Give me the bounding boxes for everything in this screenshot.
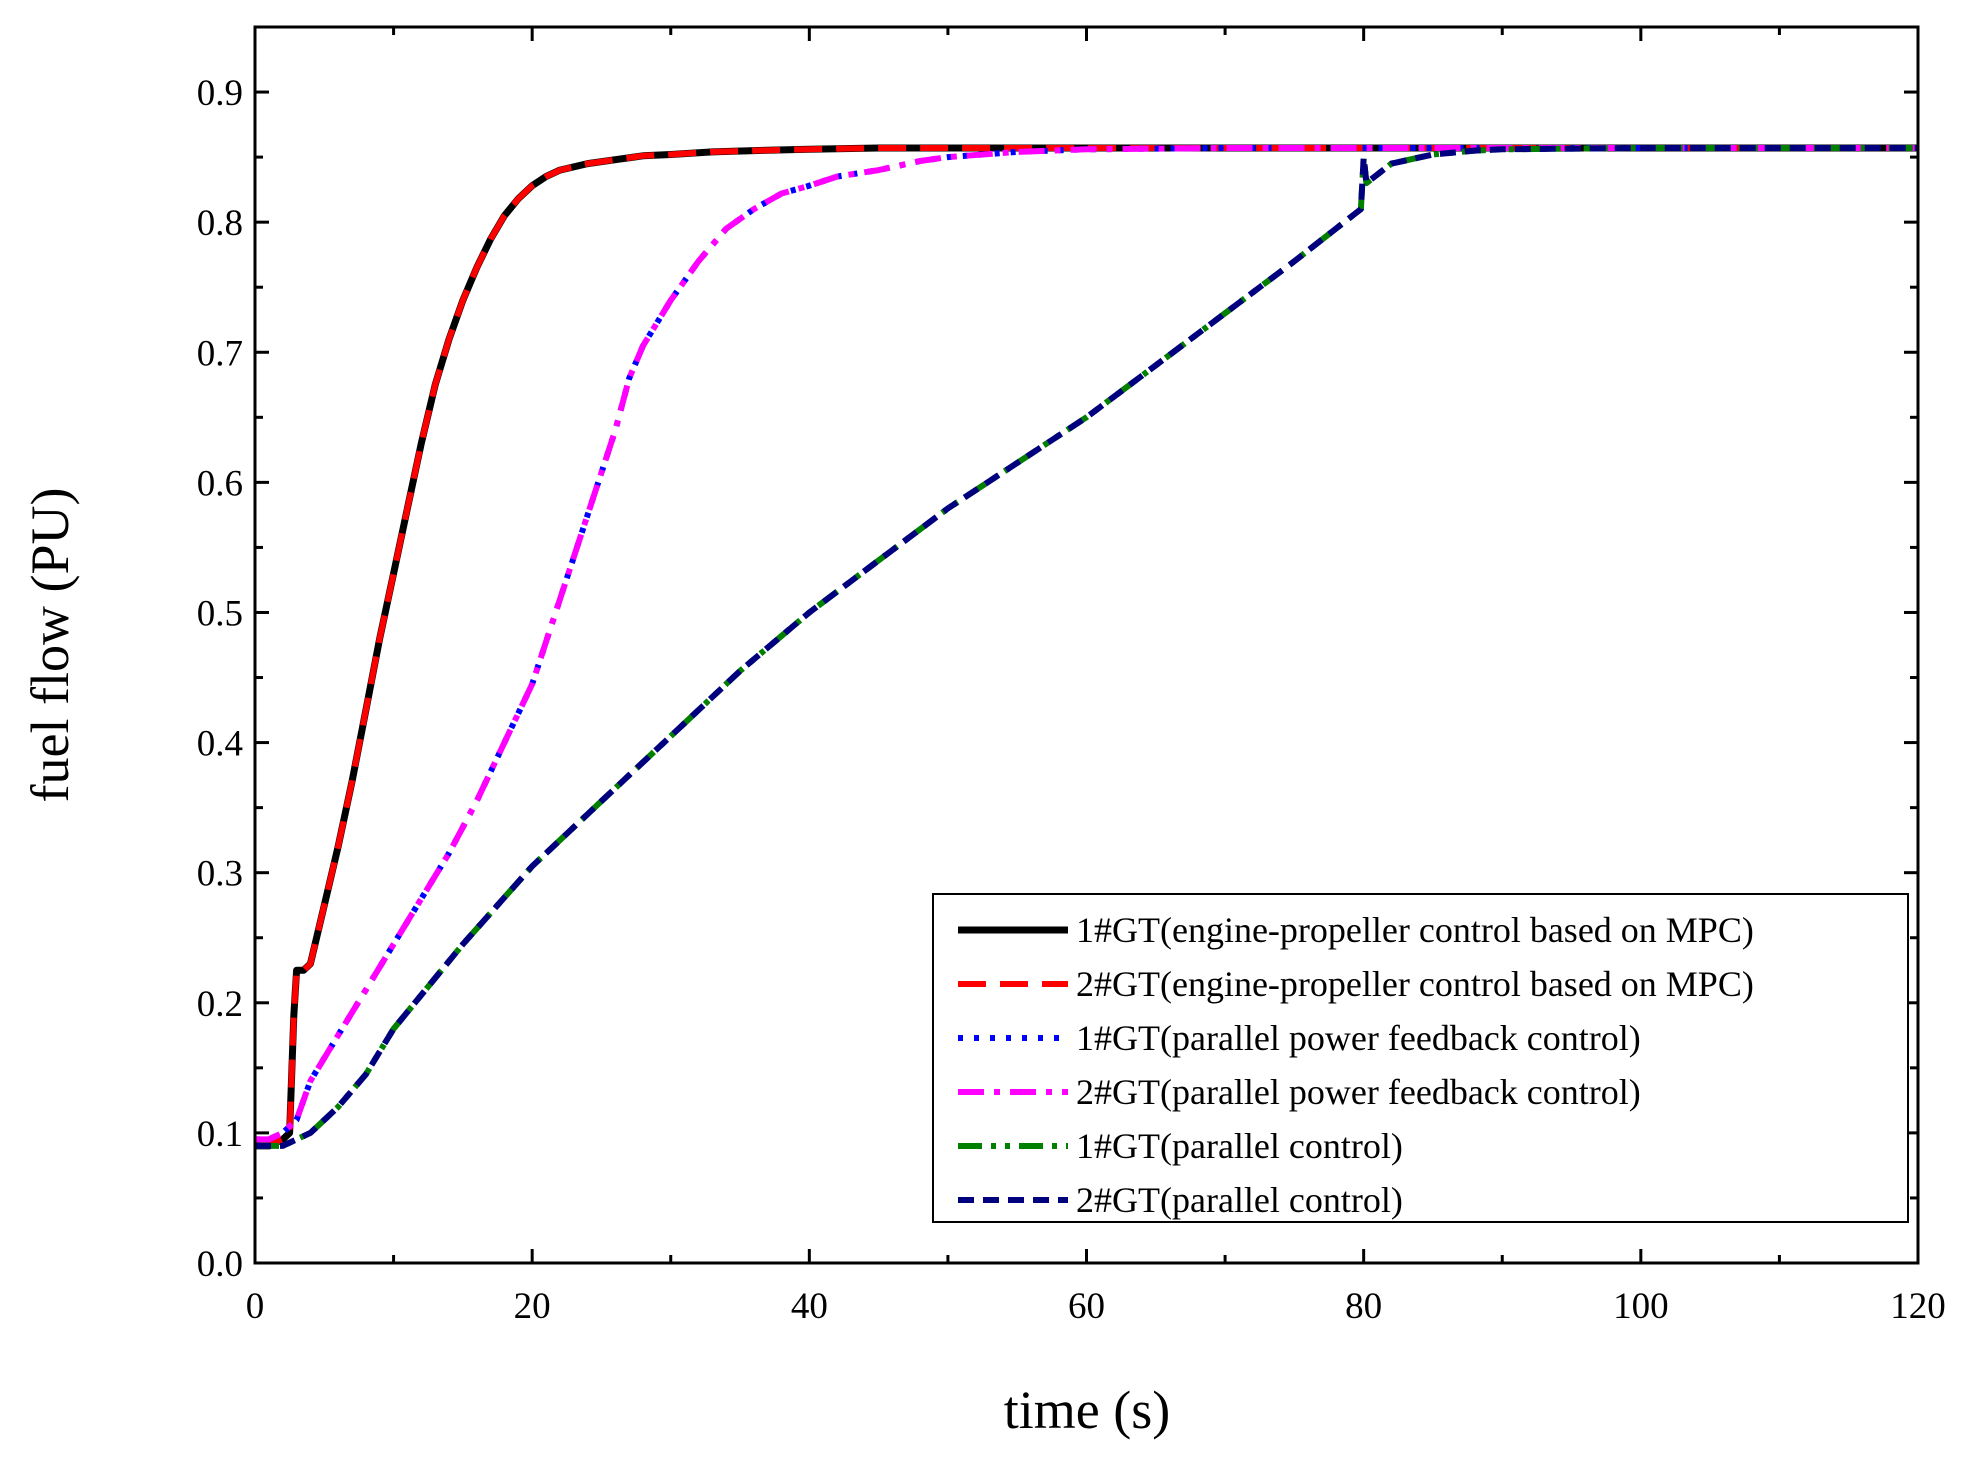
legend-box: [932, 893, 1909, 1223]
y-axis: 0.0 0.1 0.2 0.3 0.4 0.5 0.6 0.7 0.8 0.9: [197, 73, 1918, 1285]
legend-label-4: 2#GT(parallel power feedback control): [1076, 1072, 1641, 1112]
y-tick-label: 0.6: [197, 463, 243, 504]
legend-label-6: 2#GT(parallel control): [1076, 1180, 1403, 1220]
y-tick-label: 0.0: [197, 1244, 243, 1285]
x-tick-label: 0: [246, 1286, 265, 1327]
legend-label-3: 1#GT(parallel power feedback control): [1076, 1018, 1641, 1058]
series-line-6: [255, 145, 1918, 1149]
y-tick-label: 0.8: [197, 203, 243, 244]
series-line-2: [255, 145, 1918, 1149]
x-tick-label: 80: [1345, 1286, 1382, 1327]
x-tick-label: 120: [1890, 1286, 1946, 1327]
y-tick-label: 0.1: [197, 1114, 243, 1155]
legend-label-1: 1#GT(engine-propeller control based on M…: [1076, 910, 1754, 950]
x-tick-label: 20: [514, 1286, 551, 1327]
legend-label-2: 2#GT(engine-propeller control based on M…: [1076, 964, 1754, 1004]
series-layer: [255, 144, 1918, 1150]
y-axis-title: fuel flow (PU): [20, 488, 80, 803]
x-tick-label: 60: [1068, 1286, 1105, 1327]
y-tick-label: 0.9: [197, 73, 243, 114]
y-tick-label: 0.2: [197, 984, 243, 1025]
y-tick-label: 0.7: [197, 333, 243, 374]
series-line-4: [255, 145, 1918, 1143]
x-axis-title: time (s): [1004, 1380, 1170, 1440]
x-axis: 0 20 40 60 80 100 120: [246, 27, 1946, 1327]
legend-label-5: 1#GT(parallel control): [1076, 1126, 1403, 1166]
y-tick-label: 0.5: [197, 593, 243, 634]
x-tick-label: 40: [791, 1286, 828, 1327]
y-tick-label: 0.4: [197, 724, 243, 765]
legend: 1#GT(engine-propeller control based on M…: [932, 893, 1909, 1223]
y-tick-label: 0.3: [197, 854, 243, 895]
x-tick-label: 100: [1613, 1286, 1669, 1327]
